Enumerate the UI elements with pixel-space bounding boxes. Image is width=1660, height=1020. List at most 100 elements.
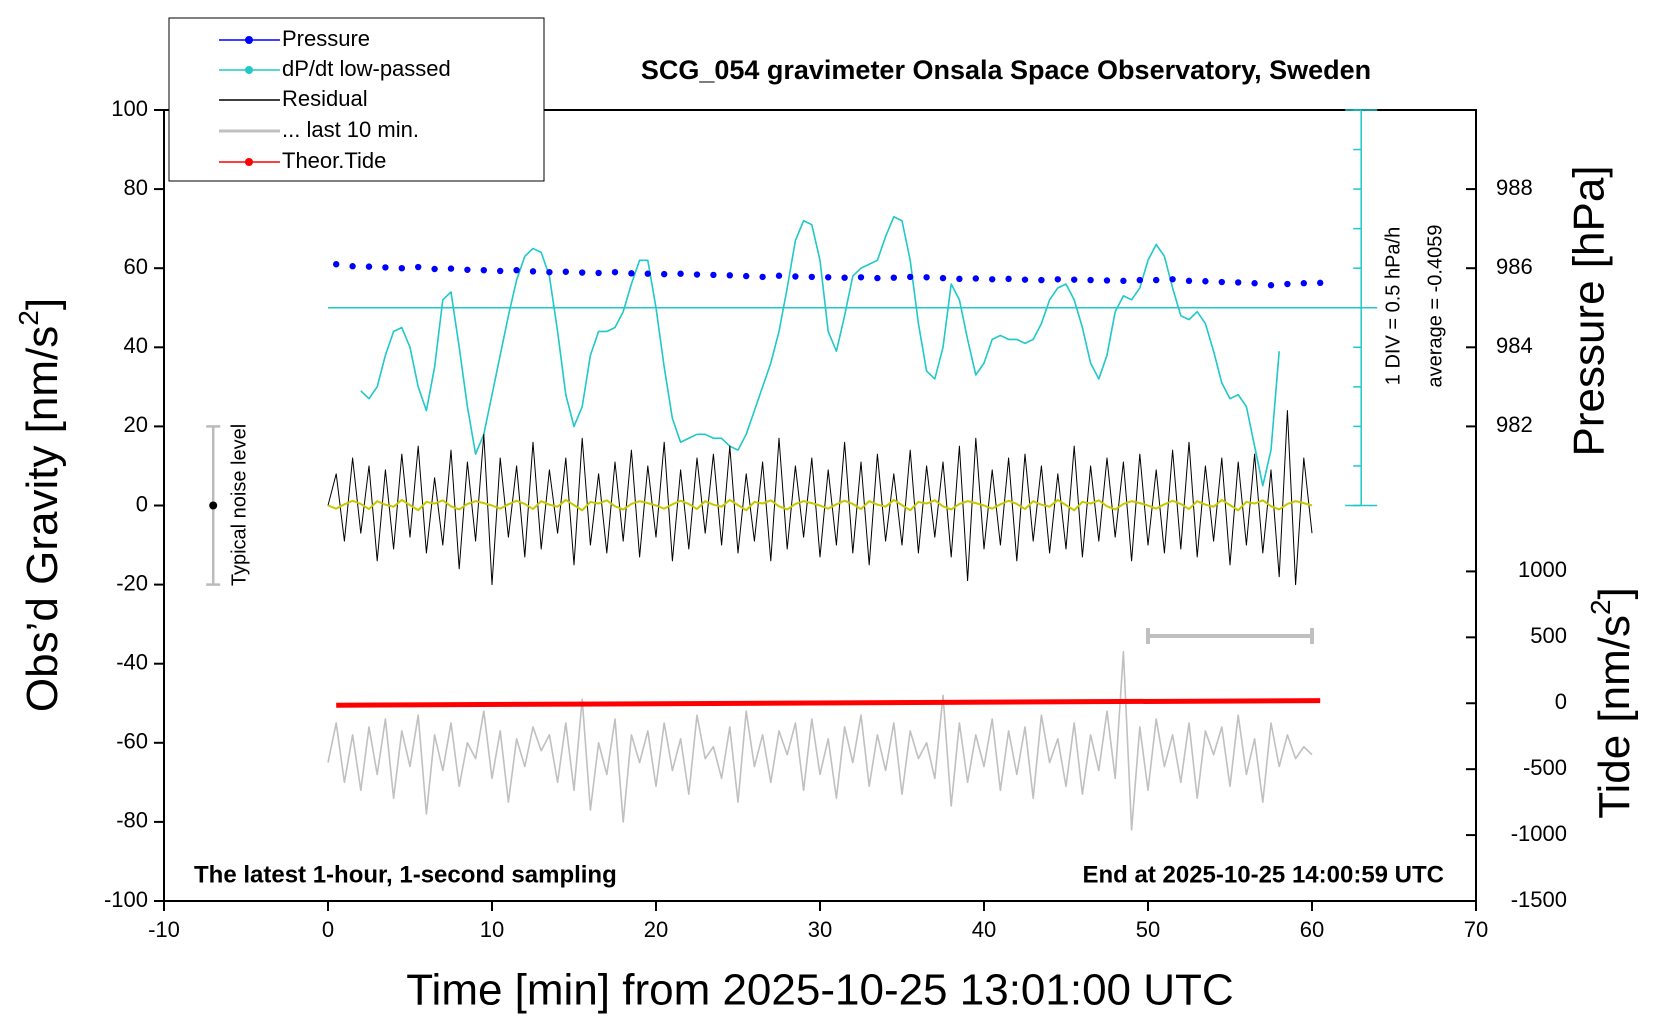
pressure-point	[611, 268, 619, 276]
tide-axis-label-sup: 2	[1585, 599, 1616, 615]
pressure-point	[415, 263, 422, 271]
pressure-point	[562, 268, 569, 275]
pressure-point	[1284, 280, 1291, 288]
pressure-point	[1136, 276, 1144, 284]
pressure-point	[677, 270, 684, 277]
pressure-point	[644, 270, 651, 277]
legend: Pressure dP/dt low-passed Residual ... last…	[219, 26, 451, 173]
pressure-tick-label: 986	[1496, 254, 1533, 279]
pressure-point	[743, 272, 750, 280]
y-tick-label: 0	[136, 491, 148, 516]
tide-tick-label: 0	[1555, 689, 1567, 714]
pressure-point	[1103, 277, 1111, 284]
pressure-point	[1005, 275, 1012, 283]
annotation-right: End at 2025-10-25 14:00:59 UTC	[1083, 861, 1445, 888]
legend-label: Residual	[282, 86, 368, 111]
legend-marker	[245, 158, 253, 166]
y-tick-label: 60	[124, 254, 148, 279]
pressure-point	[333, 261, 340, 268]
x-tick-label: 70	[1464, 917, 1488, 942]
pressure-point	[792, 273, 799, 280]
x-tick-label: 30	[808, 917, 832, 942]
pressure-point	[529, 268, 537, 275]
y-tick-label: -100	[104, 887, 148, 912]
y-tick-label: 20	[124, 412, 148, 437]
y-tick-label: -60	[116, 729, 148, 754]
pressure-point	[1071, 276, 1078, 283]
y-tick-label: -20	[116, 570, 148, 595]
pressure-tick-label: 982	[1496, 412, 1533, 437]
pressure-point	[1317, 279, 1324, 287]
pressure-point	[972, 275, 979, 282]
legend-marker	[245, 36, 253, 44]
pressure-point	[1185, 277, 1193, 285]
y-axis-label-end: ]	[18, 298, 67, 310]
y-tick-label: 100	[111, 96, 148, 121]
pressure-tick-label: 984	[1496, 333, 1533, 358]
legend-label: Theor.Tide	[282, 148, 386, 173]
pressure-point	[1300, 280, 1308, 287]
y-axis-label: Obs’d Gravity [nm/s2]	[13, 298, 66, 712]
legend-marker	[245, 66, 253, 74]
pressure-point	[431, 265, 438, 273]
pressure-point	[398, 265, 405, 272]
x-tick-label: 40	[972, 917, 996, 942]
pressure-point	[1038, 276, 1045, 284]
pressure-point	[497, 267, 504, 275]
pressure-point	[1087, 276, 1094, 284]
pressure-point	[1202, 278, 1209, 285]
legend-label: Pressure	[282, 26, 370, 51]
dpdt-div-note: 1 DIV = 0.5 hPa/h	[1382, 227, 1404, 385]
noise-label: Typical noise level	[228, 424, 250, 586]
pressure-point	[595, 269, 602, 277]
pressure-point	[726, 272, 733, 279]
tide-axis-label: Tide [nm/s2]	[1585, 587, 1638, 819]
pressure-point	[890, 274, 897, 281]
pressure-point	[579, 269, 586, 276]
pressure-point	[365, 263, 373, 270]
tide-tick-label: 1000	[1518, 557, 1567, 582]
pressure-point	[349, 263, 356, 270]
pressure-point	[775, 272, 783, 279]
series-line	[327, 410, 1313, 586]
x-tick-label: 10	[480, 917, 504, 942]
pressure-point	[661, 270, 668, 278]
x-tick-label: -10	[148, 917, 180, 942]
x-tick-label: 0	[322, 917, 334, 942]
pressure-point	[857, 274, 865, 281]
tide-tick-label: -500	[1523, 755, 1567, 780]
pressure-point	[1218, 278, 1226, 286]
pressure-point	[825, 274, 832, 281]
pressure-point	[382, 264, 389, 271]
y-tick-label: 80	[124, 175, 148, 200]
pressure-point	[759, 273, 766, 281]
series-line	[327, 651, 1313, 831]
pressure-point	[480, 266, 487, 274]
pressure-point	[1251, 280, 1258, 287]
series-line	[336, 698, 1321, 708]
tide-axis-label-end: ]	[1590, 587, 1639, 599]
pressure-point	[1235, 279, 1242, 286]
pressure-point	[1054, 276, 1062, 283]
pressure-point	[1153, 276, 1160, 284]
y-tick-label: -80	[116, 808, 148, 833]
pressure-point	[513, 266, 520, 274]
y-tick-label: 40	[124, 333, 148, 358]
tide-tick-label: 500	[1530, 623, 1567, 648]
y-axis-label-sup: 2	[13, 310, 44, 326]
y-tick-label: -40	[116, 650, 148, 675]
dpdt-average-note: average = -0.4059	[1424, 225, 1446, 388]
pressure-point	[956, 275, 963, 283]
annotation-left: The latest 1-hour, 1-second sampling	[194, 861, 617, 888]
pressure-point	[923, 274, 930, 281]
x-tick-label: 50	[1136, 917, 1160, 942]
pressure-point	[808, 273, 815, 281]
pressure-point	[693, 271, 701, 278]
pressure-point	[1169, 276, 1176, 283]
tide-axis-label-text: Tide [nm/s	[1590, 615, 1639, 819]
pressure-point	[989, 276, 996, 283]
pressure-point	[939, 274, 947, 282]
pressure-point	[874, 274, 881, 282]
pressure-point	[710, 271, 717, 279]
